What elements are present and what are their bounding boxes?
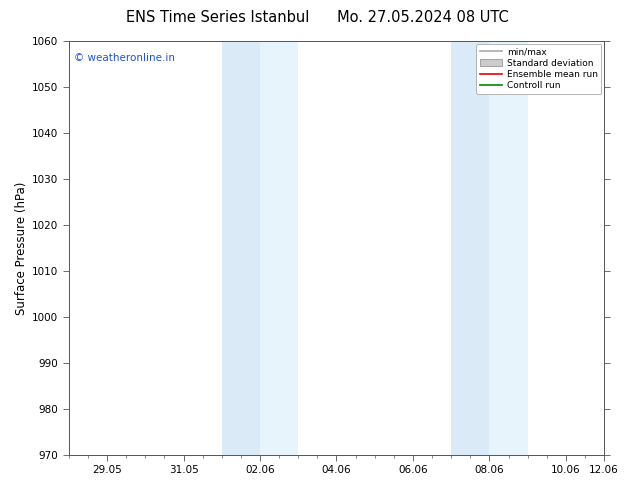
Text: ENS Time Series Istanbul      Mo. 27.05.2024 08 UTC: ENS Time Series Istanbul Mo. 27.05.2024 …	[126, 10, 508, 25]
Y-axis label: Surface Pressure (hPa): Surface Pressure (hPa)	[15, 181, 28, 315]
Bar	[489, 41, 527, 455]
Bar	[222, 41, 260, 455]
Bar	[260, 41, 298, 455]
Legend: min/max, Standard deviation, Ensemble mean run, Controll run: min/max, Standard deviation, Ensemble me…	[476, 44, 602, 94]
Bar	[451, 41, 489, 455]
Text: © weatheronline.in: © weatheronline.in	[74, 53, 175, 64]
